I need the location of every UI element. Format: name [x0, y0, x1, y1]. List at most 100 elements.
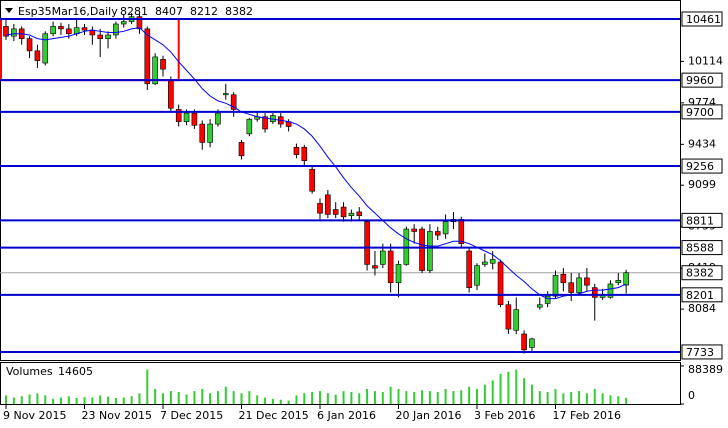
candle-body [513, 309, 520, 331]
candle-body [301, 146, 308, 161]
candle-body [584, 277, 590, 286]
candle-body [332, 209, 339, 215]
ohlc-high: 8407 [155, 5, 183, 18]
candle-body [552, 275, 559, 297]
level-label-box [681, 104, 723, 120]
y-tick-label: 9434 [688, 137, 716, 150]
chart-title: Esp35Mar16,Daily [18, 5, 118, 18]
x-tick-label: 7 Dec 2015 [160, 409, 223, 422]
candle-body [615, 279, 622, 284]
candle-body [136, 16, 143, 30]
volume-tick-label: 88389 [688, 363, 723, 376]
candle-body [105, 34, 111, 39]
level-label-box [681, 240, 723, 256]
level-label-box [681, 287, 723, 303]
candle-body [442, 221, 449, 235]
candle-body [434, 231, 441, 236]
candle-body [364, 221, 370, 265]
ohlc-open: 8281 [120, 5, 148, 18]
volume-panel [0, 362, 681, 405]
candle-body [215, 112, 221, 125]
candle-body [144, 28, 151, 85]
level-label-box [681, 72, 723, 88]
candle-body [262, 116, 268, 130]
candle-body [160, 59, 166, 70]
price-label: 8382 [686, 267, 714, 280]
candle-body [168, 79, 174, 109]
level-label: 7733 [686, 346, 714, 359]
y-tick-label: 9099 [688, 178, 716, 191]
candle-body [58, 26, 64, 30]
candle-body [576, 277, 582, 293]
y-tick-label: 10114 [688, 54, 723, 67]
candle-body [42, 33, 49, 64]
candle-body [560, 273, 567, 284]
candle-body [395, 264, 402, 284]
candle-body [482, 261, 488, 265]
candle-body [474, 265, 480, 286]
candle-body [325, 194, 331, 215]
candle-body [246, 118, 253, 135]
x-tick-label: 9 Nov 2015 [3, 409, 66, 422]
candle-body [113, 23, 119, 36]
x-tick-label: 20 Jan 2016 [396, 409, 462, 422]
candle-body [372, 265, 378, 269]
candle-body [34, 50, 41, 61]
candle-body [66, 28, 72, 35]
candle-body [152, 56, 158, 85]
candle-body [230, 94, 237, 110]
x-tick-label: 3 Feb 2016 [474, 409, 535, 422]
candle-body [591, 287, 598, 298]
candle-body [11, 28, 17, 37]
candle-body [529, 338, 535, 348]
candle-body [427, 231, 433, 271]
level-label-box [681, 344, 723, 360]
candle-body [26, 38, 33, 52]
level-label-box [681, 212, 723, 228]
candle-body [317, 203, 323, 214]
price-label-box [681, 265, 723, 281]
candle-body [458, 218, 465, 244]
candle-body [466, 250, 472, 288]
level-label: 9256 [686, 160, 714, 173]
level-label-box [681, 11, 723, 27]
candle-body [356, 211, 363, 216]
candle-body [309, 168, 315, 192]
candle-body [340, 206, 347, 218]
level-label: 9960 [686, 74, 714, 87]
ohlc-low: 8212 [190, 5, 218, 18]
candle-body [223, 93, 229, 96]
moving-average [5, 27, 627, 300]
candle-body [207, 123, 213, 143]
level-label: 8588 [686, 242, 714, 255]
x-tick-label: 6 Jan 2016 [317, 409, 376, 422]
candle-body [238, 142, 245, 157]
candle-body [120, 21, 127, 25]
candle-body [544, 295, 551, 304]
x-tick-label: 21 Dec 2015 [239, 409, 309, 422]
candle-body [419, 228, 425, 271]
ohlc-close: 8382 [225, 5, 253, 18]
candle-body [3, 26, 9, 37]
candle-body [97, 34, 103, 39]
candle-body [81, 27, 88, 31]
level-label: 10461 [686, 13, 721, 26]
volume-title: Volumes [6, 365, 53, 378]
level-label: 8201 [686, 289, 714, 302]
candle-body [379, 250, 386, 265]
main-panel [0, 0, 681, 361]
candle-body [191, 112, 198, 126]
candle-body [387, 250, 394, 284]
candle-body [497, 261, 504, 306]
volume-tick-label: 0 [688, 389, 695, 402]
level-label: 9700 [686, 106, 714, 119]
candle-body [489, 259, 496, 264]
candle-body [505, 304, 512, 330]
candle-body [348, 212, 355, 216]
candle-body [568, 282, 575, 293]
x-tick-label: 17 Feb 2016 [553, 409, 621, 422]
level-label: 8811 [686, 214, 714, 227]
candle-body [411, 228, 418, 232]
candle-body [50, 26, 56, 35]
